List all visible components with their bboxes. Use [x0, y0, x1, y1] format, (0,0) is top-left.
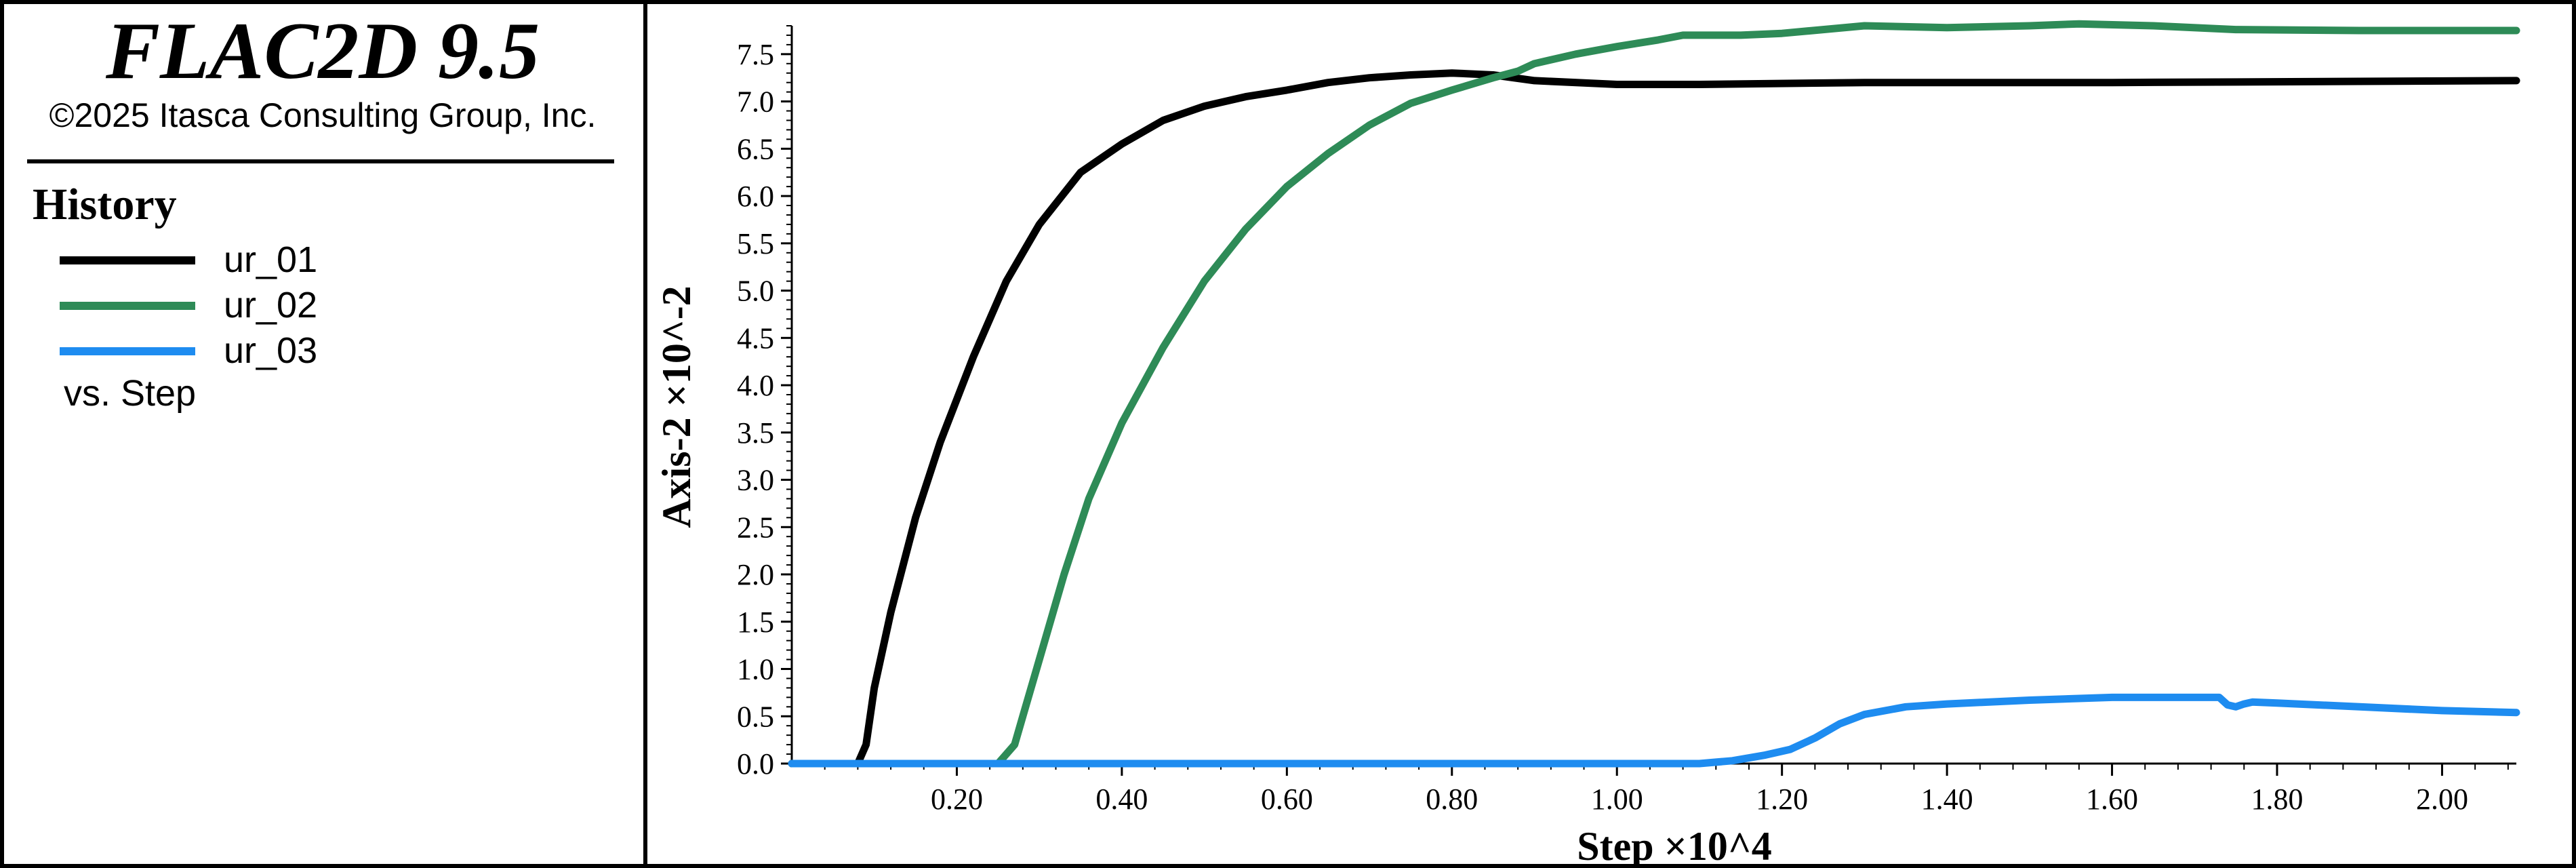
x-tick-label: 0.40 [1095, 783, 1148, 816]
y-tick-label: 1.5 [737, 606, 774, 639]
y-tick-label: 4.5 [737, 321, 774, 355]
y-tick-label: 4.0 [737, 369, 774, 402]
y-tick-label: 3.5 [737, 416, 774, 450]
y-tick-label: 1.0 [737, 653, 774, 686]
series-layer [788, 20, 2520, 768]
x-tick-label: 1.80 [2251, 783, 2303, 816]
legend-vs-label: vs. Step [64, 373, 197, 414]
x-tick-label: 1.20 [1756, 783, 1808, 816]
legend-label-ur-03: ur_03 [224, 330, 318, 371]
legend-swatch-ur-03 [60, 347, 195, 355]
x-tick-label: 0.80 [1426, 783, 1478, 816]
legend-swatch-ur-01 [60, 256, 195, 264]
y-tick-label: 2.0 [737, 558, 774, 591]
y-tick-label: 7.5 [737, 38, 774, 71]
legend-swatch-ur-02 [60, 302, 195, 310]
series-line-ur-02 [788, 20, 2520, 768]
legend-panel: FLAC2D 9.5 ©2025 Itasca Consulting Group… [0, 0, 645, 868]
plot-axes: 0.0 0.5 1.0 1.5 2.0 2.5 3.0 3.5 4.0 4.5 5.0 5.5 6.0 6… [737, 25, 2516, 816]
x-tick-label: 1.40 [1921, 783, 1973, 816]
y-tick-label: 7.0 [737, 85, 774, 119]
x-tick-label: 0.60 [1261, 783, 1313, 816]
series-line-ur-01 [788, 69, 2520, 768]
y-axis-title: Axis-2 ×10^-2 [654, 285, 699, 528]
series-line-ur-03 [788, 693, 2520, 768]
y-tick-label: 6.5 [737, 132, 774, 165]
y-tick-label: 5.0 [737, 275, 774, 308]
legend-heading: History [33, 180, 177, 229]
x-tick-label: 2.00 [2416, 783, 2468, 816]
legend-separator [27, 159, 614, 163]
x-tick-label: 1.00 [1591, 783, 1643, 816]
x-tick-label: 1.60 [2086, 783, 2138, 816]
legend-label-ur-02: ur_02 [224, 285, 318, 326]
y-tick-label: 3.0 [737, 464, 774, 497]
x-axis-title: Step ×10^4 [1577, 824, 1771, 868]
y-tick-label: 5.5 [737, 227, 774, 260]
y-tick-label: 0.0 [737, 747, 774, 781]
y-tick-label: 2.5 [737, 511, 774, 544]
y-tick-label: 0.5 [737, 700, 774, 733]
app-title: FLAC2D 9.5 [105, 5, 540, 96]
copyright-text: ©2025 Itasca Consulting Group, Inc. [49, 96, 597, 134]
y-tick-label: 6.0 [737, 180, 774, 213]
x-tick-label: 0.20 [931, 783, 983, 816]
legend-label-ur-01: ur_01 [224, 239, 318, 280]
